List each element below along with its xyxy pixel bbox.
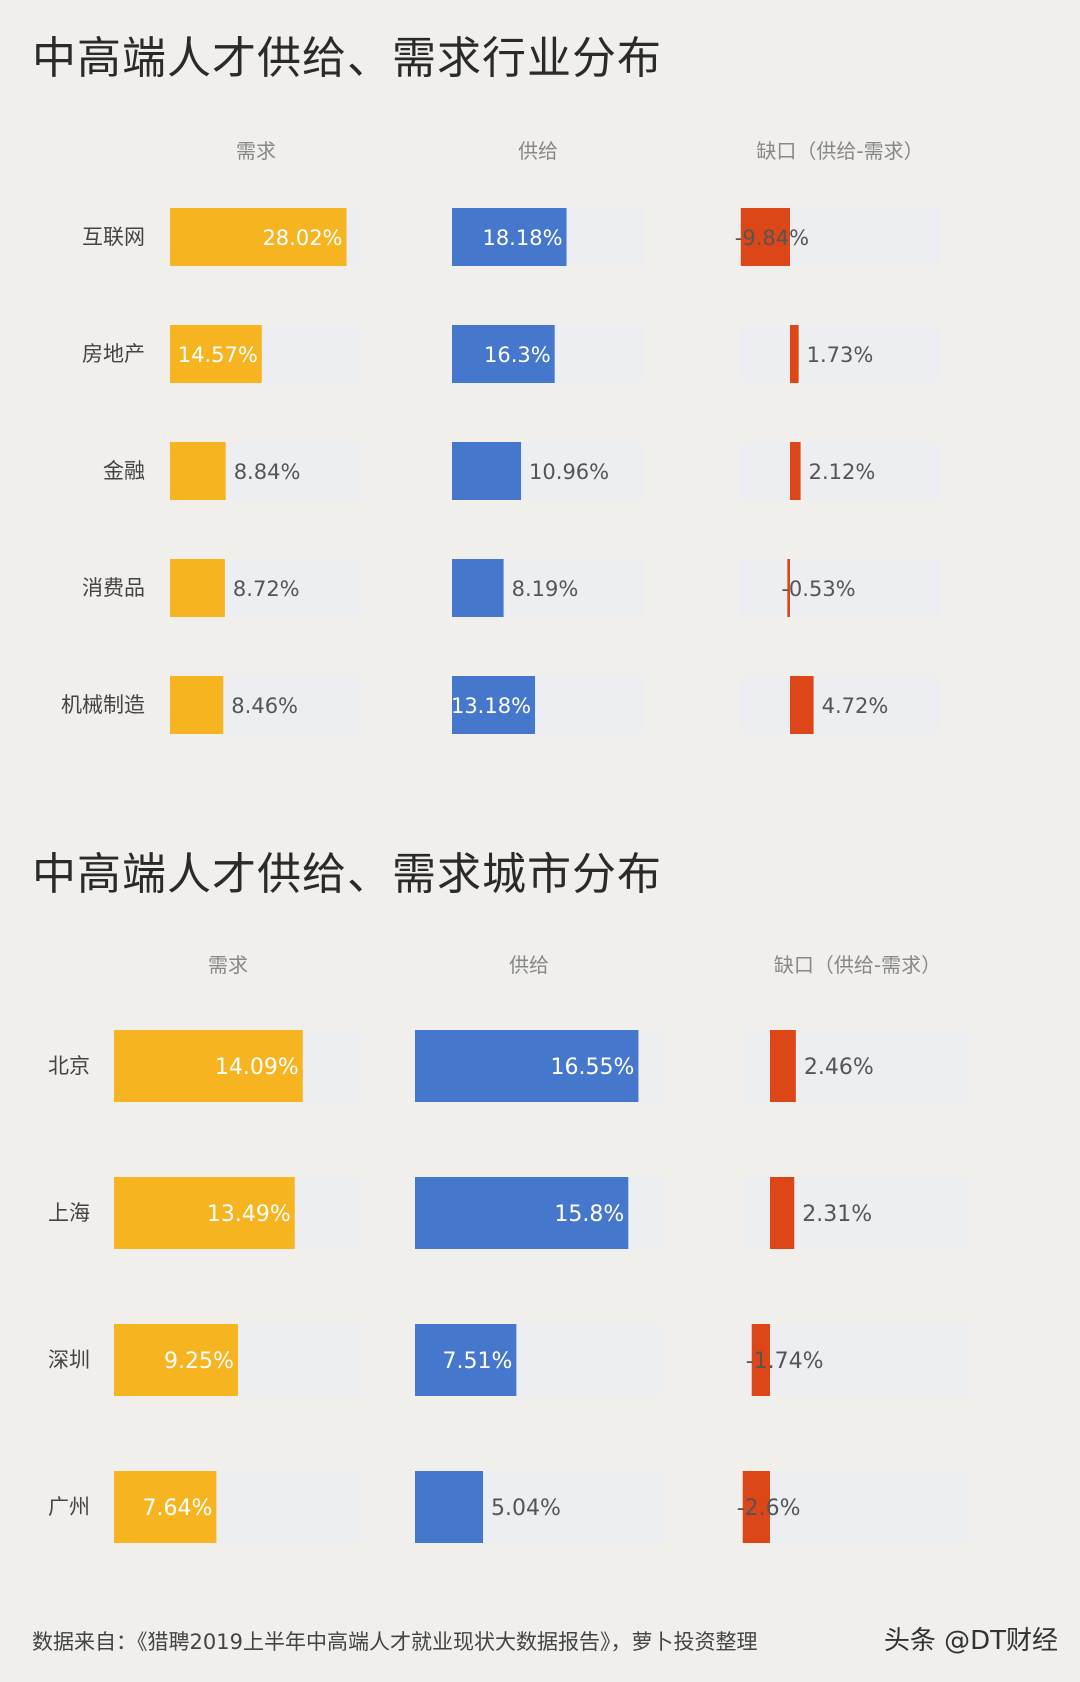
industry-chart-title: 中高端人才供给、需求行业分布 xyxy=(32,33,662,84)
gap-bar xyxy=(770,1177,795,1249)
data-label: 9.25% xyxy=(164,1349,234,1374)
data-label: 8.84% xyxy=(234,460,301,484)
category-label: 深圳 xyxy=(48,1348,90,1372)
series-header: 缺口（供给-需求） xyxy=(774,953,941,977)
data-label: 7.51% xyxy=(442,1349,512,1374)
data-label: 16.55% xyxy=(551,1055,635,1080)
data-source-note: 数据来自：《猎聘2019上半年中高端人才就业现状大数据报告》，萝卜投资整理 xyxy=(32,1630,758,1654)
series-header: 供给 xyxy=(509,953,549,977)
data-label: 16.3% xyxy=(484,343,551,367)
bar xyxy=(114,1030,303,1102)
data-label: 8.72% xyxy=(233,577,300,601)
data-label: 2.31% xyxy=(802,1202,872,1227)
data-label: 18.18% xyxy=(482,226,562,250)
bar xyxy=(114,1471,217,1543)
data-label: -2.6% xyxy=(737,1496,801,1521)
bar xyxy=(452,676,536,734)
industry-chart: 需求 供给 缺口（供给-需求） 互联网 28.02% 18.18% -9.84% 房地产 14.… xyxy=(61,139,940,734)
bar xyxy=(170,325,262,383)
bar xyxy=(452,559,504,617)
bar xyxy=(452,325,555,383)
gap-bar xyxy=(742,1471,770,1543)
series-header: 供给 xyxy=(518,139,558,163)
gap-bar xyxy=(790,442,801,500)
data-label: 4.72% xyxy=(822,694,889,718)
watermark: 头条 @DT财经 xyxy=(883,1626,1058,1656)
gap-bar xyxy=(751,1324,770,1396)
data-label: 13.49% xyxy=(207,1202,291,1227)
gap-bar xyxy=(790,325,799,383)
category-label: 房地产 xyxy=(82,342,145,366)
series-header: 需求 xyxy=(236,139,276,163)
bar xyxy=(415,1324,517,1396)
gap-bar xyxy=(740,208,790,266)
data-label: 14.57% xyxy=(178,343,258,367)
data-label: 28.02% xyxy=(262,226,342,250)
bar xyxy=(452,442,522,500)
city-chart: 需求 供给 缺口（供给-需求） 北京 14.09% 16.55% 2.46% 上海 13.49%… xyxy=(48,953,970,1543)
data-label: -0.53% xyxy=(781,577,855,601)
category-label: 上海 xyxy=(48,1201,90,1225)
data-label: 7.64% xyxy=(142,1496,212,1521)
series-header: 缺口（供给-需求） xyxy=(756,139,923,163)
data-label: 8.46% xyxy=(231,694,298,718)
gap-bar xyxy=(787,559,790,617)
category-label: 消费品 xyxy=(82,576,145,600)
data-label: 14.09% xyxy=(215,1055,299,1080)
bar-track xyxy=(740,325,940,383)
data-label: 10.96% xyxy=(529,460,609,484)
data-label: 2.46% xyxy=(804,1055,874,1080)
data-label: 8.19% xyxy=(512,577,579,601)
gap-bar xyxy=(790,676,814,734)
category-label: 北京 xyxy=(48,1054,90,1078)
bar-track xyxy=(745,1471,970,1543)
bar xyxy=(415,1030,639,1102)
bar xyxy=(170,442,226,500)
bar xyxy=(170,559,225,617)
series-header: 需求 xyxy=(208,953,248,977)
data-label: 15.8% xyxy=(554,1202,624,1227)
data-label: 13.18% xyxy=(451,694,531,718)
bar xyxy=(170,676,224,734)
category-label: 金融 xyxy=(103,459,145,483)
data-label: 2.12% xyxy=(809,460,876,484)
bar-track xyxy=(740,676,940,734)
gap-bar xyxy=(770,1030,796,1102)
data-label: -1.74% xyxy=(746,1349,824,1374)
bar xyxy=(415,1471,484,1543)
data-label: 5.04% xyxy=(491,1496,561,1521)
bar-track xyxy=(745,1324,970,1396)
bar xyxy=(114,1324,238,1396)
bar xyxy=(170,208,347,266)
bar-track xyxy=(740,559,940,617)
category-label: 广州 xyxy=(48,1495,90,1519)
bar xyxy=(114,1177,295,1249)
category-label: 机械制造 xyxy=(61,693,145,717)
city-chart-title: 中高端人才供给、需求城市分布 xyxy=(32,849,662,900)
bar-track xyxy=(740,442,940,500)
data-label: -9.84% xyxy=(735,226,809,250)
bar xyxy=(452,208,567,266)
category-label: 互联网 xyxy=(82,225,145,249)
data-label: 1.73% xyxy=(807,343,874,367)
bar xyxy=(415,1177,629,1249)
